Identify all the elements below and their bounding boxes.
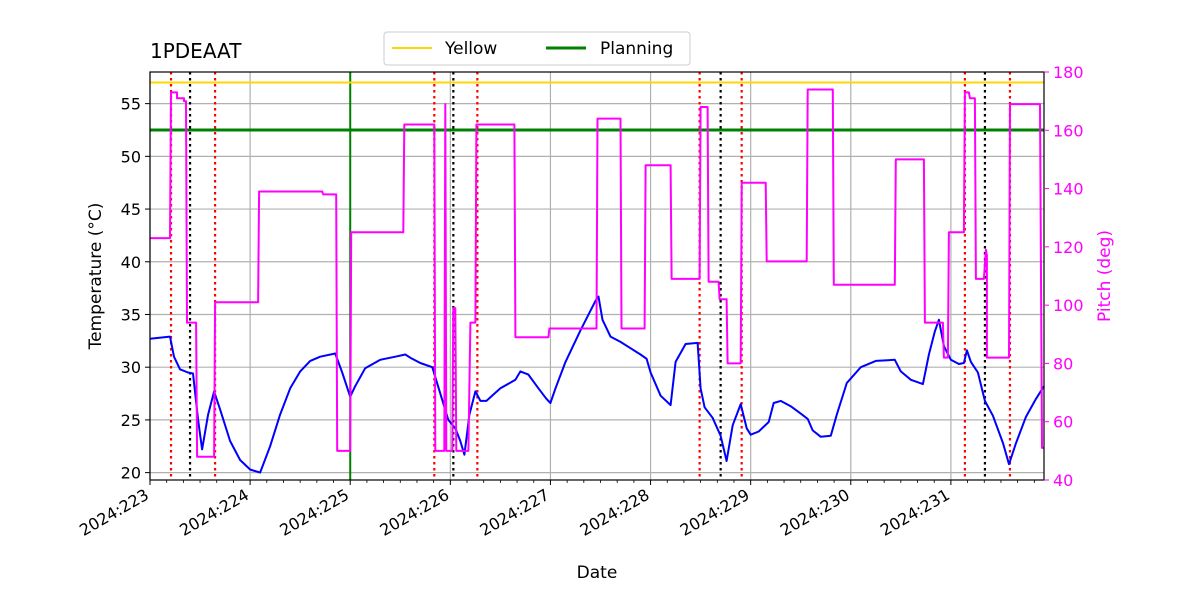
y-tick-label: 50 bbox=[121, 147, 141, 166]
y-axis-left: 20 25 30 35 40 45 50 55 bbox=[121, 95, 150, 483]
series bbox=[149, 88, 1045, 474]
y2-axis-title: Pitch (deg) bbox=[1095, 230, 1115, 322]
y-tick-label: 40 bbox=[121, 253, 141, 272]
x-tick-label: 2024:223 bbox=[76, 485, 152, 540]
y2-tick-label: 60 bbox=[1053, 413, 1073, 432]
chart-title: 1PDEAAT bbox=[150, 39, 242, 63]
y-axis-right: 40 60 80 100 120 140 160 180 bbox=[1044, 63, 1084, 490]
x-tick-label: 2024:226 bbox=[376, 485, 452, 540]
y2-tick-label: 40 bbox=[1053, 471, 1073, 490]
y-tick-label: 35 bbox=[121, 305, 141, 324]
x-tick-label: 2024:229 bbox=[677, 485, 753, 540]
x-tick-label: 2024:228 bbox=[577, 485, 653, 540]
x-tick-label: 2024:227 bbox=[477, 485, 553, 540]
y-tick-label: 30 bbox=[121, 358, 141, 377]
y-tick-label: 25 bbox=[121, 411, 141, 430]
x-axis: 2024:223 2024:224 2024:225 2024:226 2024:227… bbox=[76, 480, 1035, 540]
y2-tick-label: 80 bbox=[1053, 354, 1073, 373]
y-tick-label: 45 bbox=[121, 200, 141, 219]
legend-box bbox=[383, 31, 691, 66]
x-tick-label: 2024:231 bbox=[877, 485, 953, 540]
x-tick-label: 2024:224 bbox=[176, 485, 252, 540]
y2-tick-label: 180 bbox=[1053, 63, 1084, 82]
y2-tick-label: 160 bbox=[1053, 121, 1084, 140]
legend-label-planning: Planning bbox=[600, 39, 673, 59]
plot-frame bbox=[149, 71, 1045, 481]
x-axis-title: Date bbox=[577, 563, 618, 583]
y-axis-title: Temperature (°C) bbox=[86, 203, 106, 351]
y2-tick-label: 100 bbox=[1053, 296, 1084, 315]
vertical-markers bbox=[169, 72, 1012, 480]
y2-tick-label: 140 bbox=[1053, 180, 1084, 199]
y-tick-label: 55 bbox=[121, 95, 141, 114]
y-tick-label: 20 bbox=[121, 464, 141, 483]
series-line-temperature bbox=[149, 295, 1045, 474]
x-tick-label: 2024:230 bbox=[777, 485, 853, 540]
x-tick-label: 2024:225 bbox=[276, 485, 352, 540]
series-line-pitch bbox=[150, 88, 1044, 458]
y2-tick-label: 120 bbox=[1053, 238, 1084, 257]
legend-label-yellow: Yellow bbox=[444, 39, 497, 59]
legend: Yellow Planning bbox=[383, 31, 691, 66]
